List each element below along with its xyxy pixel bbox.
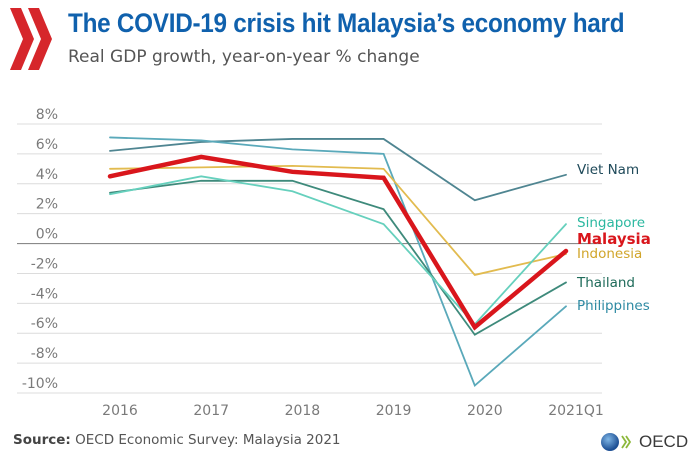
legend-label-thailand: Thailand <box>576 275 635 291</box>
y-tick-label: -2% <box>31 256 58 272</box>
legend-labels: Viet Nam Philippines Indonesia Thailand Sing… <box>576 162 651 314</box>
y-tick-label: 2% <box>36 197 58 213</box>
double-chevron-right-icon <box>10 8 52 70</box>
oecd-brand: OECD <box>639 432 689 451</box>
globe-icon <box>601 433 632 451</box>
x-axis-ticks: 2016 2017 2018 2019 2020 2021Q1 <box>102 403 604 419</box>
series-lines <box>107 136 569 388</box>
x-tick-label: 2020 <box>467 403 503 419</box>
legend-label-philippines: Philippines <box>577 298 650 314</box>
y-tick-label: -8% <box>31 346 58 362</box>
series-line-thailand <box>109 179 567 336</box>
y-tick-label: -6% <box>31 316 58 332</box>
legend-label-singapore: Singapore <box>577 215 645 231</box>
source-text: OECD Economic Survey: Malaysia 2021 <box>75 432 341 448</box>
x-tick-label: 2019 <box>376 403 412 419</box>
series-line-singapore <box>109 175 567 326</box>
y-tick-label: 8% <box>36 107 58 123</box>
y-tick-label: 4% <box>36 167 58 183</box>
series-line-viet-nam <box>109 138 567 202</box>
gridlines <box>17 123 602 394</box>
legend-label-malaysia: Malaysia <box>577 230 651 248</box>
chart-subtitle: Real GDP growth, year-on-year % change <box>68 47 420 67</box>
series-line-philippines <box>109 136 567 388</box>
series-line-malaysia <box>107 154 569 331</box>
chart-title: The COVID-19 crisis hit Malaysia’s econo… <box>68 8 625 38</box>
y-tick-label: 0% <box>36 227 58 243</box>
y-tick-label: 6% <box>36 137 58 153</box>
series-line-indonesia <box>109 164 567 276</box>
legend-label-viet-nam: Viet Nam <box>577 162 639 178</box>
y-axis-ticks: 8% 6% 4% 2% 0% -2% -4% -6% -8% -10% <box>22 107 58 392</box>
y-tick-label: -10% <box>22 376 58 392</box>
oecd-logo: OECD <box>600 432 688 452</box>
y-tick-label: -4% <box>31 286 58 302</box>
source-note: Source: OECD Economic Survey: Malaysia 2… <box>13 432 341 448</box>
x-tick-label: 2021Q1 <box>548 403 604 419</box>
x-tick-label: 2017 <box>193 403 229 419</box>
x-tick-label: 2018 <box>285 403 321 419</box>
legend-label-indonesia: Indonesia <box>577 246 642 262</box>
source-label: Source: <box>13 432 71 448</box>
x-tick-label: 2016 <box>102 403 138 419</box>
